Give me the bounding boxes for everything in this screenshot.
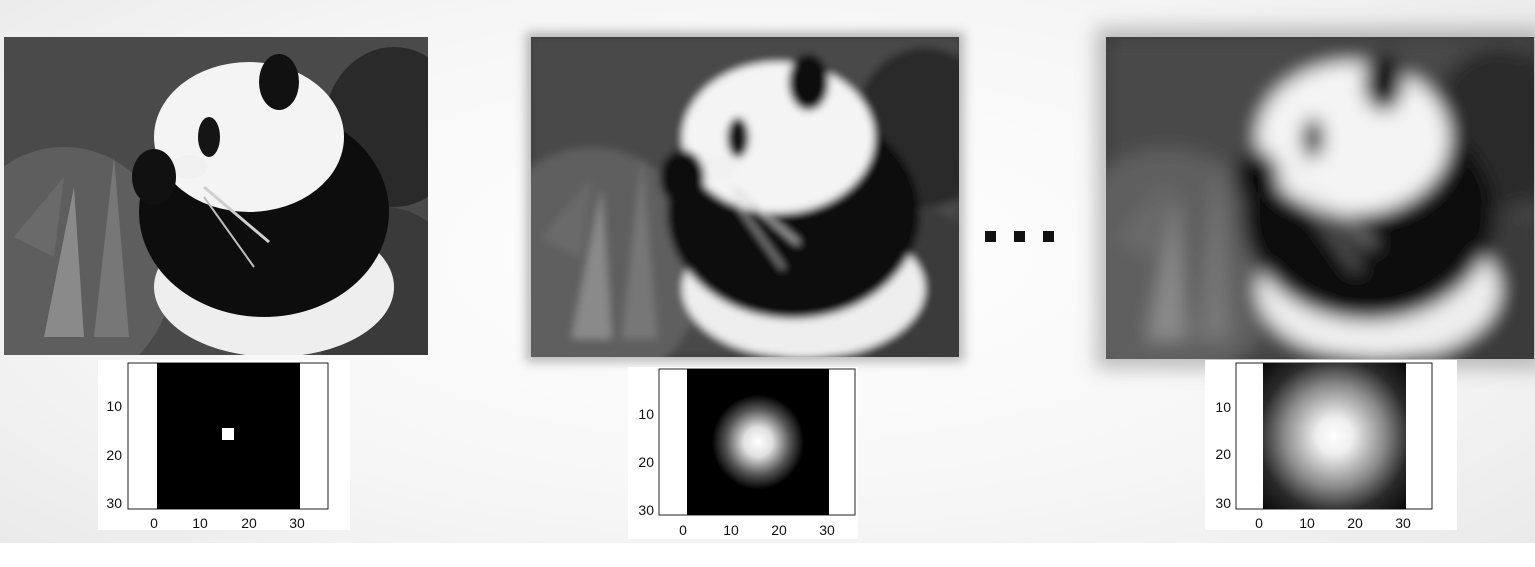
y-tick: 20 bbox=[638, 454, 654, 470]
y-axis: 10 20 30 bbox=[106, 398, 122, 511]
y-tick: 20 bbox=[106, 447, 122, 463]
ellipsis-dot bbox=[1043, 231, 1054, 242]
kernel-svg-original: 0 10 20 30 10 20 30 bbox=[106, 362, 329, 530]
x-tick: 0 bbox=[150, 515, 158, 530]
y-tick: 10 bbox=[106, 398, 122, 414]
x-tick: 10 bbox=[192, 515, 208, 530]
x-tick: 30 bbox=[289, 515, 305, 530]
y-tick: 10 bbox=[1215, 399, 1231, 415]
y-axis: 10 20 30 bbox=[638, 406, 654, 518]
x-tick: 20 bbox=[1347, 515, 1363, 530]
x-tick: 30 bbox=[819, 522, 835, 538]
x-axis: 0 10 20 30 bbox=[1255, 515, 1411, 530]
kernel-image bbox=[1263, 363, 1406, 509]
x-tick: 30 bbox=[1395, 515, 1411, 530]
ellipsis-dot bbox=[985, 231, 996, 242]
x-tick: 20 bbox=[241, 515, 257, 530]
x-tick: 20 bbox=[771, 522, 787, 538]
x-tick: 0 bbox=[679, 522, 687, 538]
photo-original bbox=[4, 37, 428, 355]
ellipsis bbox=[985, 231, 1055, 243]
slide-bottom-band bbox=[0, 543, 1535, 567]
photo-blurred-strong bbox=[1106, 37, 1534, 359]
y-tick: 30 bbox=[1215, 495, 1231, 511]
kernel-plot-strong: 0 10 20 30 10 20 30 bbox=[1205, 360, 1457, 530]
kernel-plot-medium: 0 10 20 30 10 20 30 bbox=[628, 367, 858, 539]
y-tick: 20 bbox=[1215, 446, 1231, 462]
kernel-peak bbox=[222, 428, 234, 440]
y-tick: 30 bbox=[106, 495, 122, 511]
ellipsis-dot bbox=[1014, 231, 1025, 242]
kernel-svg-strong: 0 10 20 30 10 20 30 bbox=[1215, 362, 1433, 530]
y-axis: 10 20 30 bbox=[1215, 399, 1231, 511]
y-tick: 30 bbox=[638, 502, 654, 518]
kernel-plot-original: 0 10 20 30 10 20 30 bbox=[98, 360, 350, 530]
kernel-image bbox=[687, 369, 829, 515]
photo-blurred-medium bbox=[531, 37, 959, 357]
x-axis: 0 10 20 30 bbox=[679, 522, 835, 538]
x-axis: 0 10 20 30 bbox=[150, 515, 305, 530]
x-tick: 10 bbox=[1299, 515, 1315, 530]
kernel-svg-medium: 0 10 20 30 10 20 30 bbox=[638, 368, 856, 538]
x-tick: 10 bbox=[723, 522, 739, 538]
y-tick: 10 bbox=[638, 406, 654, 422]
x-tick: 0 bbox=[1255, 515, 1263, 530]
